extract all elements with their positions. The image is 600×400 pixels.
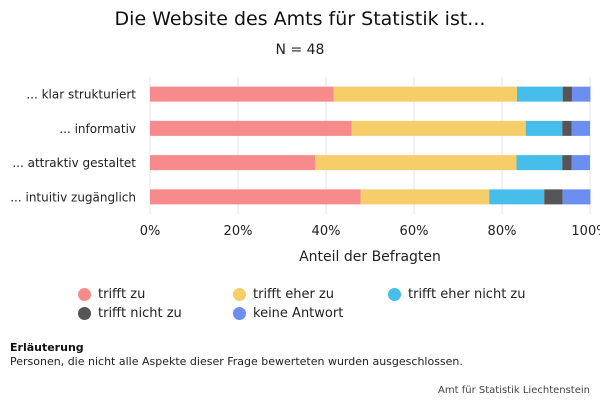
bar-segment [516,86,563,102]
note-title: Erläuterung [10,341,84,354]
legend: trifft zu trifft eher zu trifft eher nicht… [78,285,578,322]
legend-swatch [388,287,401,301]
legend-item: trifft nicht zu [78,304,233,322]
legend-item: keine Antwort [233,304,388,322]
legend-label: trifft eher zu [253,286,335,302]
legend-item: trifft zu [78,285,233,303]
category-label: ... klar strukturiert [26,88,136,102]
bars [150,86,591,205]
x-axis-ticks: 0% 20% 40% 60% 80% 100% [140,224,600,239]
legend-label: trifft eher nicht zu [408,286,526,302]
bar-segment [544,189,563,205]
bar-segment [525,120,563,136]
bar-segment [489,189,545,205]
legend-label: trifft zu [98,286,146,302]
legend-swatch [233,306,246,320]
bar-segment [562,189,591,205]
category-labels: ... klar strukturiert ... informativ ... a… [10,88,136,205]
legend-swatch [78,306,91,320]
bar-segment [571,155,590,171]
stacked-bar-chart: ... klar strukturiert ... informativ ... a… [10,77,600,265]
bar-segment [333,86,517,102]
category-label: ... informativ [59,122,136,136]
x-tick-label: 80% [488,224,517,239]
bar-segment [150,155,315,171]
bar-segment [562,120,572,136]
legend-item: trifft eher zu [233,285,388,303]
bar-segment [562,155,572,171]
note-text: Personen, die nicht alle Aspekte dieser … [10,355,463,368]
legend-swatch [233,287,246,301]
x-tick-label: 20% [224,224,253,239]
chart-title: Die Website des Amts für Statistik ist..… [114,8,486,30]
bar-segment [360,189,490,205]
bar-segment [150,189,361,205]
x-tick-label: 100% [571,224,600,239]
bar-segment [315,155,517,171]
source-credit: Amt für Statistik Liechtenstein [438,385,590,396]
x-axis-label: Anteil der Befragten [299,249,441,265]
bar-segment [571,86,591,102]
x-tick-label: 0% [140,224,161,239]
bar-segment [150,86,334,102]
legend-item: trifft eher nicht zu [388,285,543,303]
bar-segment [571,120,590,136]
x-tick-label: 60% [400,224,429,239]
bar-segment [351,120,526,136]
x-tick-label: 40% [312,224,341,239]
legend-swatch [78,287,91,301]
legend-label: keine Antwort [253,305,344,321]
legend-label: trifft nicht zu [98,305,182,321]
bar-segment [562,86,572,102]
chart-subtitle: N = 48 [275,42,325,58]
category-label: ... intuitiv zugänglich [10,190,136,204]
category-label: ... attraktiv gestaltet [12,156,136,170]
bar-segment [150,120,352,136]
bar-segment [516,155,563,171]
